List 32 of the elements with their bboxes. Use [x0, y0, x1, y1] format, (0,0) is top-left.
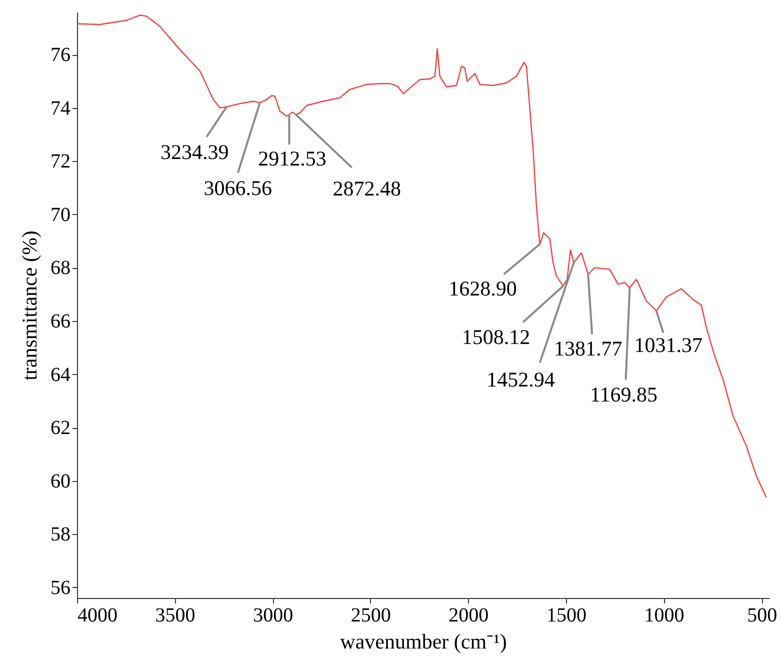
annotation: 2912.53	[258, 146, 326, 171]
y-tick-label: 72	[50, 150, 70, 173]
annotation: 3066.56	[204, 176, 272, 200]
x-tick-label: 1500	[546, 604, 586, 626]
annotation: 1031.37	[634, 332, 702, 357]
x-axis-title: wavenumber (cm⁻¹)	[340, 630, 507, 654]
x-tick-label: 3000	[253, 604, 294, 626]
annotation: 1169.85	[590, 382, 658, 407]
annotation: 2872.48	[332, 176, 401, 201]
x-tick-label: 3500	[155, 604, 196, 626]
y-axis-title: transmittance (%)	[18, 230, 42, 380]
y-tick-label: 74	[50, 97, 70, 120]
y-tick-label: 66	[50, 310, 70, 332]
annotation: 1452.94	[486, 368, 556, 392]
x-tick-label: 2000	[448, 604, 489, 626]
annotation: 1381.77	[554, 336, 622, 360]
y-tick-label: 76	[50, 44, 70, 66]
x-tick-label: 4000	[78, 604, 118, 626]
y-tick-label: 64	[50, 364, 70, 386]
annotation: 3234.39	[160, 140, 229, 164]
y-tick-label: 56	[50, 576, 70, 599]
y-tick-label: 70	[50, 204, 70, 226]
x-tick-label: 2500	[350, 604, 391, 626]
y-tick-label: 58	[50, 524, 70, 546]
x-tick-label: 1000	[644, 604, 684, 626]
annotation: 1628.90	[448, 276, 517, 300]
y-tick-label: 60	[50, 470, 70, 492]
y-tick-label: 62	[50, 417, 70, 440]
annotation: 1508.12	[462, 325, 530, 350]
x-tick-label: 500	[747, 604, 778, 626]
line-series	[76, 14, 767, 498]
y-tick-label: 68	[50, 257, 70, 280]
